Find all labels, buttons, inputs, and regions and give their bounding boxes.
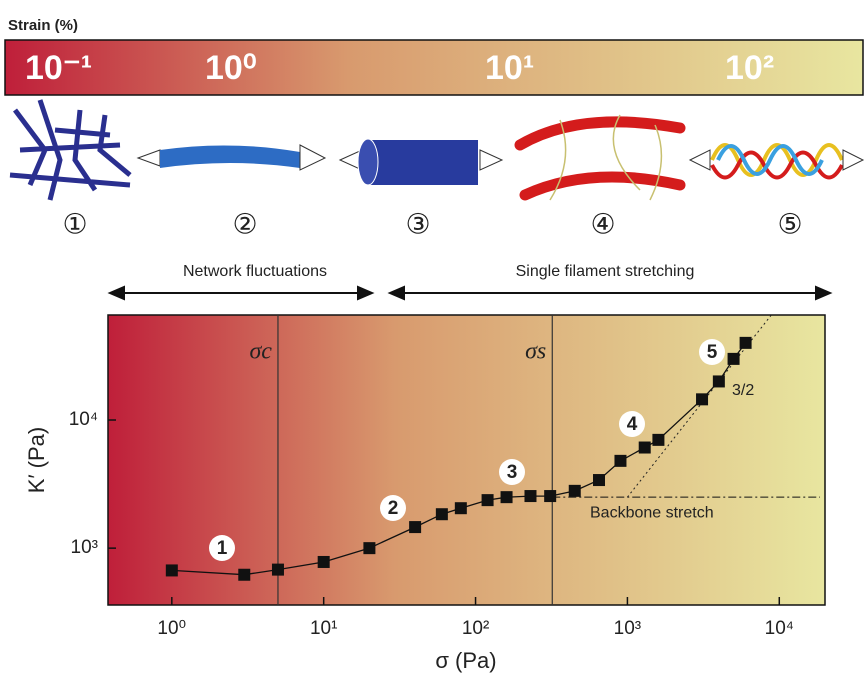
strain-label: 10⁰ [205, 49, 256, 87]
regime-label: ② [232, 208, 257, 239]
data-point [639, 442, 651, 454]
cylinder-icon [340, 139, 502, 185]
data-point [524, 490, 536, 502]
range-arrows [110, 287, 830, 299]
data-point [409, 521, 421, 533]
backbone-label: Backbone stretch [590, 504, 714, 521]
data-point [614, 455, 626, 467]
helix-icon [690, 145, 863, 178]
y-tick-label: 10³ [71, 537, 98, 558]
y-axis-label: K′ (Pa) [24, 427, 49, 493]
figure: Strain (%) 10⁻¹ 10⁰ 10¹ 10² ① ② ③ ④ ⑤ Ne… [0, 0, 865, 680]
strain-title: Strain (%) [8, 17, 78, 34]
data-point [318, 556, 330, 568]
point-label: 5 [707, 342, 718, 363]
strain-label: 10¹ [485, 49, 534, 87]
data-point [436, 508, 448, 520]
v-line-label: σc [249, 339, 272, 365]
data-point [363, 542, 375, 554]
x-tick-label: 10³ [614, 618, 641, 639]
point-label: 2 [388, 498, 399, 519]
data-point [728, 353, 740, 365]
page: Strain (%) 10⁻¹ 10⁰ 10¹ 10² ① ② ③ ④ ⑤ Ne… [0, 0, 865, 685]
data-point [713, 375, 725, 387]
slope-label: 3/2 [732, 382, 754, 399]
y-tick-label: 10⁴ [69, 409, 98, 430]
point-label: 4 [627, 414, 638, 435]
x-axis-label: σ (Pa) [435, 648, 496, 673]
data-point [696, 393, 708, 405]
x-tick-label: 10⁴ [765, 618, 794, 639]
strain-label: 10⁻¹ [25, 49, 92, 87]
rod-icon [138, 145, 325, 170]
data-point [501, 491, 513, 503]
point-label: 3 [507, 462, 518, 483]
data-point [482, 494, 494, 506]
x-tick-label: 10² [462, 618, 489, 639]
data-point [544, 490, 556, 502]
regime-label: ① [62, 208, 87, 239]
x-tick-label: 10¹ [310, 618, 337, 639]
regime-label: ④ [590, 208, 615, 239]
data-point [652, 434, 664, 446]
network-icon [10, 100, 130, 200]
x-tick-label: 10⁰ [157, 618, 186, 639]
data-point [593, 474, 605, 486]
strain-label: 10² [725, 49, 774, 87]
data-point [455, 502, 467, 514]
data-point [238, 569, 250, 581]
filaments-icon [520, 115, 680, 200]
data-point [166, 564, 178, 576]
range-label: Network fluctuations [183, 263, 327, 280]
regime-label: ③ [405, 208, 430, 239]
data-point [740, 337, 752, 349]
data-point [272, 564, 284, 576]
range-label: Single filament stretching [516, 263, 695, 280]
point-label: 1 [217, 538, 228, 559]
v-line-label: σs [525, 339, 546, 365]
data-point [569, 485, 581, 497]
regime-label: ⑤ [777, 208, 802, 239]
